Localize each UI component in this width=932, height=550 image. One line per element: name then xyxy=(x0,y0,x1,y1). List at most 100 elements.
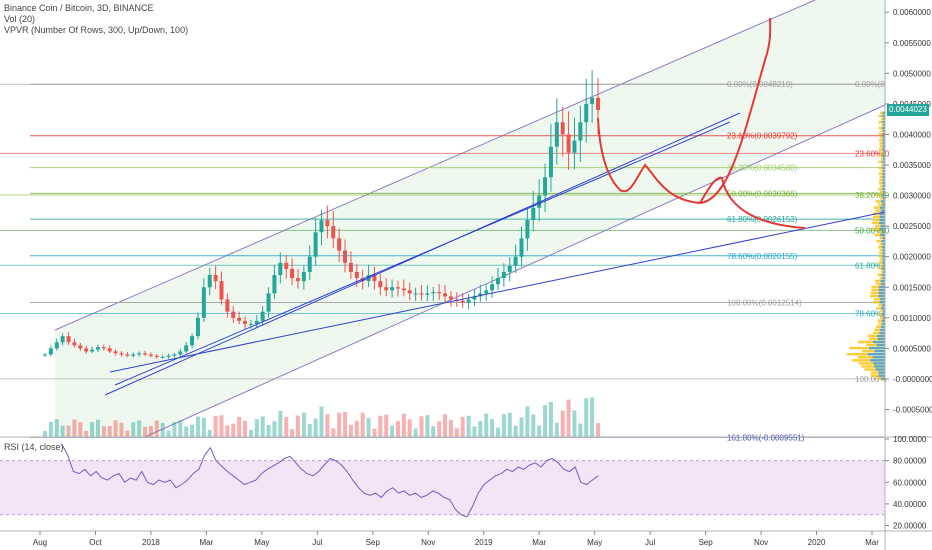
fib-right-label: 100.00% xyxy=(855,375,887,384)
vpvr-row xyxy=(858,362,885,365)
candle-body xyxy=(125,354,130,356)
candle-body xyxy=(337,238,342,251)
projection-paths xyxy=(597,17,806,229)
vpvr-row xyxy=(878,132,885,136)
candle-body xyxy=(260,311,265,321)
vpvr-row-down xyxy=(882,191,885,194)
fib-right-label: 0.00%(0 xyxy=(855,80,885,89)
vpvr-row xyxy=(881,157,885,160)
vpvr-row xyxy=(877,273,885,277)
candle-body xyxy=(84,348,89,352)
vpvr-row xyxy=(878,246,885,249)
candle-body xyxy=(48,348,53,355)
time-tick-label: Aug xyxy=(33,538,47,547)
candle-body xyxy=(331,226,336,239)
vpvr-row xyxy=(871,221,885,225)
channel-fill xyxy=(55,0,885,437)
volume-bar xyxy=(301,412,306,437)
price-tick-label: 0.0025000 xyxy=(893,222,931,231)
vpvr-row-down xyxy=(882,184,885,188)
vpvr-row-down xyxy=(882,172,885,176)
vpvr-row xyxy=(880,316,885,319)
candle-body xyxy=(548,146,553,178)
vpvr-row-down xyxy=(882,197,885,200)
volume-bar xyxy=(407,419,412,437)
volume-bar xyxy=(478,420,483,437)
price-tick-label: 0.0055000 xyxy=(893,39,931,48)
vpvr-row xyxy=(881,123,885,127)
vpvr-row-down xyxy=(880,200,885,203)
vpvr-row-down xyxy=(881,230,885,234)
candle-body xyxy=(225,299,230,312)
vpvr-row-down xyxy=(878,294,885,298)
vpvr-row-down xyxy=(878,371,885,374)
rsi-tick-label: 80.00000 xyxy=(893,457,927,466)
volume-bar xyxy=(554,422,559,437)
volume-bar xyxy=(178,420,183,437)
vpvr-row-down xyxy=(882,276,885,280)
volume-bar xyxy=(443,414,448,437)
vpvr-row-down xyxy=(882,267,885,270)
volume-bar xyxy=(448,419,453,437)
vpvr-row xyxy=(879,136,885,139)
vpvr-row xyxy=(876,325,885,328)
rsi-band xyxy=(0,460,885,515)
vpvr-row xyxy=(879,255,885,258)
candle-body xyxy=(243,320,248,324)
volume-bar xyxy=(507,412,512,437)
candle-body xyxy=(554,122,559,147)
volume-bar xyxy=(566,399,571,437)
vpvr-row xyxy=(873,331,885,335)
candle-body xyxy=(472,296,477,300)
vpvr-row xyxy=(878,203,885,206)
candle-body xyxy=(425,293,430,295)
volume-bar xyxy=(72,419,77,437)
rsi-pane xyxy=(0,444,885,518)
candle-body xyxy=(348,262,353,272)
volume-bar xyxy=(119,422,124,437)
vpvr-row xyxy=(878,261,885,264)
volume-bar xyxy=(519,417,524,437)
vpvr-row-down xyxy=(882,148,885,151)
vpvr-row-down xyxy=(882,142,885,145)
vpvr-row-down xyxy=(881,307,885,310)
vpvr-row xyxy=(879,242,885,246)
vpvr-row-down xyxy=(879,301,885,304)
volume-bar xyxy=(237,416,242,437)
projection-bullish xyxy=(597,17,772,205)
vpvr-row xyxy=(879,139,885,142)
price-tick-label: 0.0010000 xyxy=(893,314,931,323)
vpvr-row xyxy=(874,328,885,332)
candle-body xyxy=(466,299,471,303)
volume-bar xyxy=(166,430,171,437)
vpvr-row-down xyxy=(879,212,885,215)
vpvr-row-down xyxy=(880,209,885,212)
volume-bar xyxy=(213,415,218,437)
candle-body xyxy=(590,97,595,104)
volume-bar xyxy=(248,429,253,437)
candle-body xyxy=(178,351,183,355)
vpvr-row xyxy=(873,206,885,209)
volume-bar xyxy=(201,417,206,437)
vpvr-row-down xyxy=(882,132,885,136)
vpvr-row-down xyxy=(882,136,885,139)
vpvr-row-down xyxy=(882,258,885,261)
candle-body xyxy=(384,287,389,291)
vpvr-row xyxy=(878,154,885,157)
volume-bar xyxy=(225,425,230,437)
vpvr-row-down xyxy=(881,187,885,191)
vpvr-row xyxy=(879,276,885,280)
candle-body xyxy=(319,220,324,233)
candle-body xyxy=(284,262,289,269)
vpvr-row-down xyxy=(880,233,885,237)
volume-bar xyxy=(290,429,295,437)
volume-bar xyxy=(260,416,265,437)
vpvr-row xyxy=(878,126,885,130)
candle-body xyxy=(266,293,271,312)
fib-label: 23.60%(0.0039792) xyxy=(727,132,798,141)
volume-bar xyxy=(125,430,130,437)
time-tick-label: Oct xyxy=(89,538,102,547)
vpvr-row-down xyxy=(880,325,885,328)
candle-body xyxy=(596,97,600,111)
